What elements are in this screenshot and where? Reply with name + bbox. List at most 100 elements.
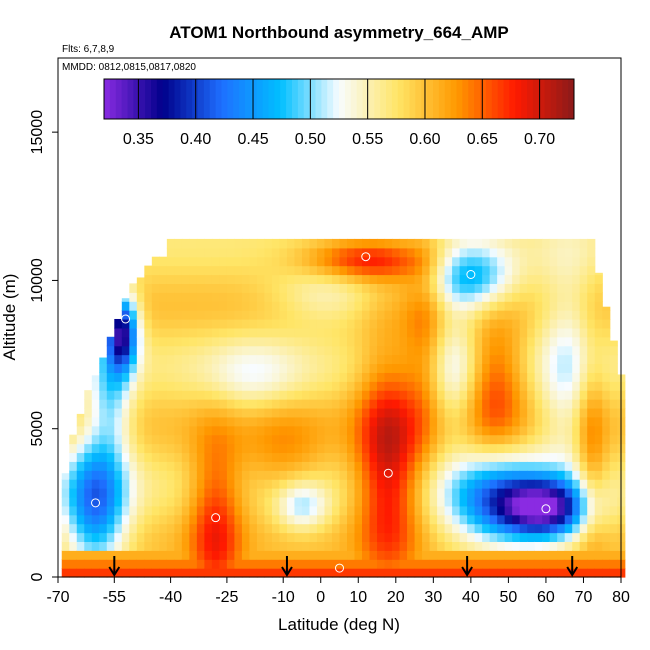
heat-cell: [339, 265, 348, 276]
heat-cell: [211, 301, 220, 311]
heat-cell: [136, 399, 145, 409]
heat-cell: [339, 292, 348, 302]
heat-cell: [159, 461, 168, 471]
heat-cell: [474, 354, 483, 365]
heat-cell: [534, 461, 543, 471]
heat-cell: [572, 336, 581, 347]
heat-cell: [316, 568, 326, 578]
heat-cell: [489, 381, 498, 391]
heat-cell: [286, 514, 296, 525]
heat-cell: [309, 238, 318, 249]
heat-cell: [204, 318, 213, 329]
heat-cell: [377, 363, 386, 373]
heat-cell: [159, 336, 168, 347]
heat-cell: [437, 310, 446, 320]
heat-cell: [557, 523, 566, 534]
heat-cell: [437, 407, 446, 418]
heat-cell: [144, 505, 153, 516]
heat-cell: [339, 345, 348, 356]
heat-cell: [316, 479, 326, 489]
heat-cell: [452, 541, 461, 551]
heat-cell: [422, 434, 431, 445]
heat-cell: [392, 283, 401, 293]
heat-cell: [136, 479, 145, 489]
heat-cell: [226, 301, 236, 311]
heat-cell: [407, 496, 416, 507]
heat-cell: [504, 407, 513, 418]
heat-cell: [151, 568, 160, 578]
heat-cell: [594, 514, 603, 525]
heat-cell: [256, 488, 266, 498]
heat-cell: [377, 559, 386, 569]
heat-cell: [407, 452, 416, 462]
heat-cell: [91, 425, 100, 436]
heat-cell: [489, 541, 498, 551]
heat-cell: [474, 274, 483, 284]
heat-cell: [309, 390, 318, 400]
heat-cell: [256, 461, 266, 471]
heat-cell: [384, 479, 393, 489]
heat-cell: [384, 354, 393, 365]
heat-cell: [369, 336, 378, 347]
heat-cell: [196, 292, 205, 302]
heat-cell: [166, 452, 175, 462]
heat-cell: [474, 425, 483, 436]
heat-cell: [557, 256, 566, 267]
heat-cell: [76, 443, 85, 454]
heat-cell: [504, 514, 513, 525]
sample-marker: [466, 269, 476, 279]
heat-cell: [159, 301, 168, 311]
colorbar-frame: [103, 78, 575, 120]
heat-cell: [542, 550, 551, 560]
heat-cell: [129, 505, 138, 516]
heat-cell: [489, 292, 498, 302]
heat-cell: [316, 327, 326, 338]
heat-cell: [174, 283, 183, 293]
heat-cell: [444, 390, 453, 400]
heat-cell: [279, 292, 288, 302]
heat-cell: [121, 327, 130, 338]
heat-cell: [91, 488, 100, 498]
heat-cell: [414, 425, 423, 436]
heat-cell: [174, 238, 183, 249]
heat-cell: [444, 265, 453, 276]
heat-cell: [407, 416, 416, 427]
heat-cell: [504, 238, 513, 249]
heat-cell: [594, 310, 603, 320]
heat-cell: [467, 354, 476, 365]
heat-cell: [504, 461, 513, 471]
heat-cell: [519, 238, 528, 249]
heat-cell: [301, 390, 311, 400]
heat-cell: [189, 354, 198, 365]
heat-cell: [444, 310, 453, 320]
heat-cell: [527, 434, 536, 445]
heat-cell: [316, 318, 326, 329]
heat-cell: [256, 541, 266, 551]
heat-cell: [369, 470, 378, 480]
heat-cell: [474, 318, 483, 329]
heat-cell: [542, 274, 551, 284]
heat-cell: [549, 470, 558, 480]
heat-cell: [474, 523, 483, 534]
heat-cell: [587, 301, 596, 311]
heat-cell: [151, 443, 160, 454]
heat-cell: [174, 381, 183, 391]
heat-cell: [594, 336, 603, 347]
heat-cell: [609, 461, 618, 471]
heat-cell: [331, 407, 341, 418]
heat-cell: [399, 372, 408, 382]
heat-cell: [392, 318, 401, 329]
heat-cell: [489, 568, 498, 578]
heat-cell: [114, 461, 123, 471]
heat-cell: [467, 461, 476, 471]
heat-cell: [414, 434, 423, 445]
heat-cell: [437, 514, 446, 525]
heat-cell: [84, 390, 93, 400]
heat-cell: [482, 523, 491, 534]
heat-cell: [384, 505, 393, 516]
heat-cell: [564, 452, 573, 462]
heat-cell: [504, 496, 513, 507]
heat-cell: [422, 318, 431, 329]
colorbar-segment: [109, 79, 117, 119]
heat-cell: [279, 390, 288, 400]
